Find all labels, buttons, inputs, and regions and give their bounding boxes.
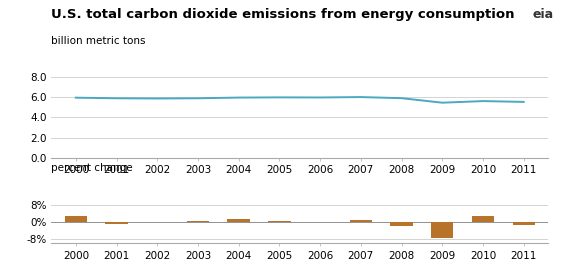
Text: billion metric tons: billion metric tons	[51, 36, 146, 46]
Text: percent change: percent change	[51, 163, 133, 173]
Text: U.S. total carbon dioxide emissions from energy consumption: U.S. total carbon dioxide emissions from…	[51, 8, 515, 21]
Bar	[513, 222, 535, 225]
Bar	[227, 219, 250, 222]
Bar	[105, 222, 128, 224]
Bar	[65, 216, 87, 222]
Bar	[349, 220, 372, 222]
Bar	[431, 222, 453, 238]
Text: eia: eia	[533, 8, 554, 21]
Bar	[268, 221, 291, 222]
Bar	[187, 221, 209, 222]
Bar	[472, 216, 494, 222]
Bar	[391, 222, 413, 225]
